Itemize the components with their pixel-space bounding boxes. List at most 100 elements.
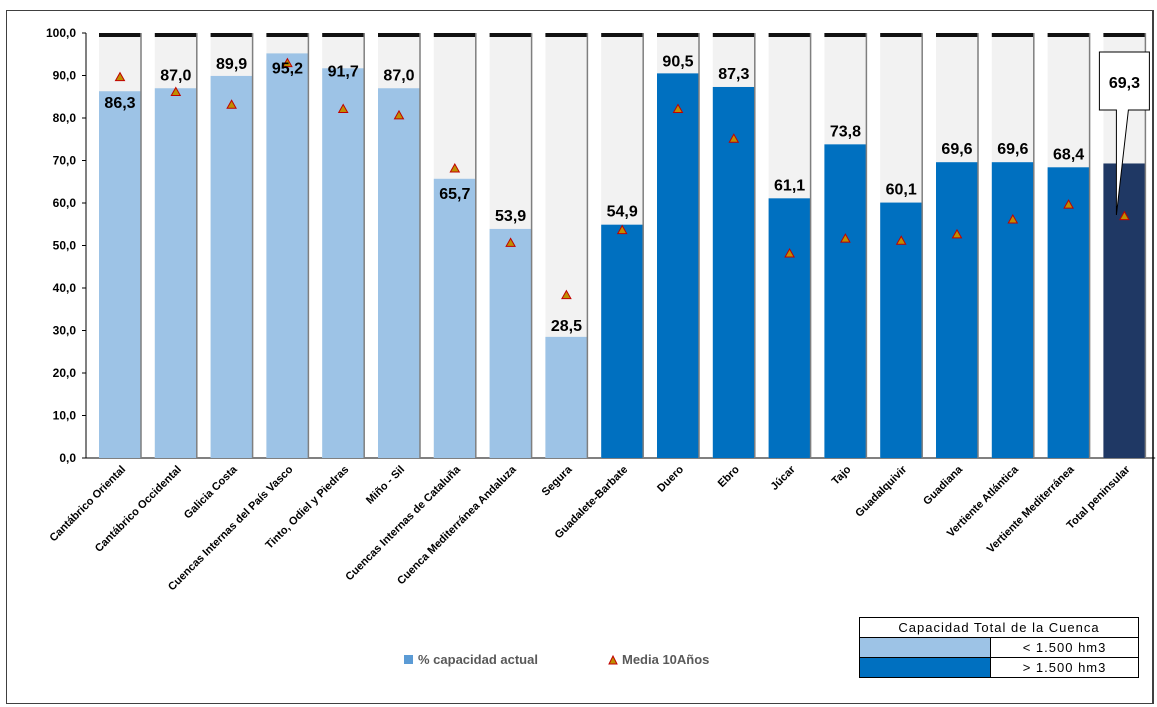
average-marker <box>282 57 293 68</box>
legend-marker-label: Media 10Años <box>622 652 709 667</box>
average-marker <box>1007 213 1019 224</box>
bar-value <box>1103 163 1146 458</box>
y-tick-label: 20,0 <box>53 366 77 380</box>
average-marker <box>728 133 740 143</box>
x-tick-label: Galicia Costa <box>182 463 240 521</box>
bar-top-cap <box>824 33 867 37</box>
x-tick-label: Tajo <box>830 463 854 487</box>
bar-top-cap <box>880 33 923 37</box>
data-label-callout <box>1098 51 1150 216</box>
y-tick-label: 30,0 <box>53 324 77 338</box>
average-marker <box>449 162 461 173</box>
average-marker <box>170 86 182 96</box>
bar-top-cap <box>1103 33 1146 37</box>
y-tick-label: 40,0 <box>53 281 77 295</box>
x-tick-label: Júcar <box>768 463 798 493</box>
legend-bar-swatch <box>404 655 413 664</box>
bar-value <box>601 224 644 458</box>
bar-value <box>1047 167 1090 459</box>
data-label: 69,6 <box>941 141 972 158</box>
bar-top-cap <box>768 33 811 37</box>
bar-value <box>266 53 309 459</box>
bar-top-cap <box>1047 33 1090 37</box>
x-tick-label: Duero <box>655 463 686 494</box>
average-marker <box>114 71 126 82</box>
x-tick-label: Miño - Sil <box>364 464 407 507</box>
data-label: 28,5 <box>551 318 582 335</box>
bar-value <box>768 198 811 458</box>
bar-value <box>489 228 532 458</box>
data-label: 90,5 <box>662 53 693 70</box>
bar-top-cap <box>489 33 532 37</box>
bar-top-cap <box>378 33 420 37</box>
data-label: 86,3 <box>104 95 135 112</box>
capacity-table: Capacidad Total de la Cuenca < 1.500 hm3… <box>858 617 1139 678</box>
data-label: 69,6 <box>997 141 1028 158</box>
bar-value <box>936 162 978 458</box>
capacity-swatch-small <box>858 637 992 658</box>
average-marker <box>1119 210 1130 221</box>
capacity-swatch-large <box>858 657 992 678</box>
average-marker <box>784 247 795 258</box>
capacity-label-large: > 1.500 hm3 <box>990 657 1139 678</box>
legend-bar-label: % capacidad actual <box>418 652 538 667</box>
bar-top-cap <box>210 33 253 37</box>
y-tick-label: 70,0 <box>53 154 77 168</box>
bar-top-cap <box>266 33 309 37</box>
capacity-label-small: < 1.500 hm3 <box>990 637 1139 658</box>
bar-value <box>712 86 755 458</box>
data-label: 73,8 <box>830 123 861 140</box>
bar-top-cap <box>991 33 1034 37</box>
x-tick-label: Cuencas Internas del País Vasco <box>166 463 296 593</box>
y-tick-label: 10,0 <box>53 409 77 423</box>
y-tick-label: 60,0 <box>53 196 77 210</box>
data-label: 61,1 <box>774 177 805 194</box>
bar-value <box>99 91 141 458</box>
data-label: 91,7 <box>328 63 359 80</box>
data-label: 89,9 <box>216 56 247 73</box>
y-tick-label: 50,0 <box>53 239 77 253</box>
x-tick-label: Segura <box>540 463 575 498</box>
bar-value <box>657 73 699 458</box>
average-marker <box>840 233 851 243</box>
x-tick-label: Cuenca Mediterránea Andaluza <box>395 463 519 587</box>
average-marker <box>505 237 516 247</box>
bar-value <box>433 178 476 458</box>
average-marker <box>1063 199 1074 209</box>
x-tick-label: Guadalquivir <box>853 463 910 520</box>
bar-value <box>545 336 588 458</box>
bars <box>99 33 1147 459</box>
data-label: 87,0 <box>383 67 414 84</box>
average-marker <box>561 289 572 300</box>
bar-top-cap <box>154 33 197 37</box>
bar-top-cap <box>99 33 141 37</box>
bar-top-cap <box>433 33 476 37</box>
capacity-table-title: Capacidad Total de la Cuenca <box>859 617 1139 638</box>
data-label: 68,4 <box>1053 146 1084 163</box>
bar-top-cap <box>322 33 365 37</box>
bar-top-cap <box>601 33 644 37</box>
x-tick-label: Guadiana <box>921 463 966 508</box>
data-label: 87,0 <box>160 67 191 84</box>
y-tick-label: 90,0 <box>53 69 77 83</box>
bar-top-cap <box>657 33 699 37</box>
bar-value <box>824 144 867 458</box>
data-labels: 86,3 87,0 89,9 95,2 91,7 87,0 65,7 53,9 28,5 54,9… <box>104 51 1150 335</box>
y-axis: 0,0 10,0 20,0 30,0 40,0 50,0 60,0 70,0 80,0 90,0 1… <box>46 26 1156 465</box>
data-label: 65,7 <box>439 186 470 203</box>
average-marker <box>393 109 405 120</box>
x-tick-label: Cuencas Internas de Cataluña <box>343 463 463 583</box>
bar-top-cap <box>545 33 588 37</box>
average-marker <box>951 228 963 239</box>
data-label: 95,2 <box>272 60 303 77</box>
bar-top-cap <box>936 33 978 37</box>
average-marker <box>672 103 684 113</box>
data-label: 60,1 <box>886 182 917 199</box>
average-marker <box>616 224 628 235</box>
bar-value <box>880 202 923 458</box>
legend-marker-icon <box>608 654 618 665</box>
average-marker <box>337 103 349 113</box>
data-label: 54,9 <box>607 204 638 221</box>
